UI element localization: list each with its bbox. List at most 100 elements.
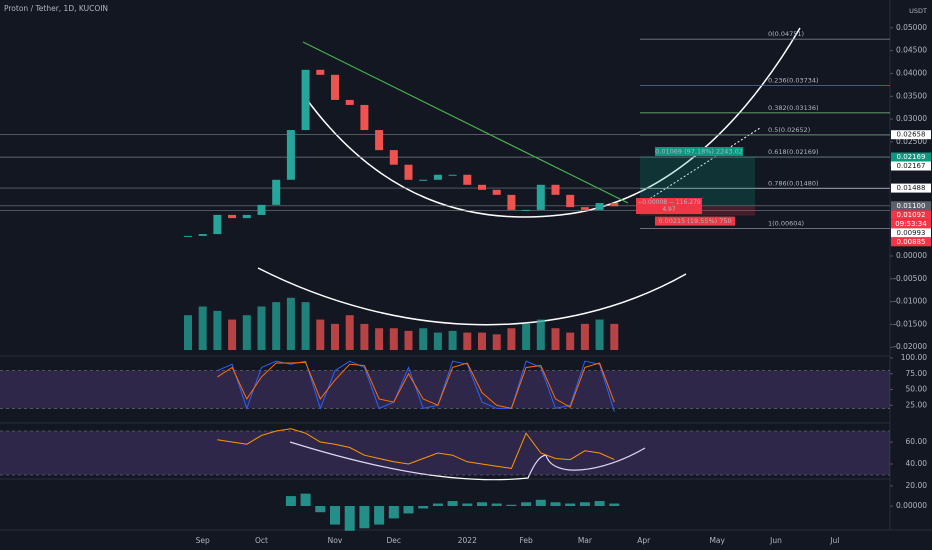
profit-zone (640, 157, 755, 206)
price-label: 0.02169 (897, 153, 926, 161)
price-label-box (891, 237, 931, 247)
price-label-box (891, 210, 931, 220)
volume-bar (551, 328, 560, 350)
histogram-bar (300, 493, 311, 506)
fib-label: 0.5(0.02652) (768, 126, 810, 134)
volume-bar (345, 315, 354, 350)
volume-bar (478, 332, 486, 350)
volume-bar (507, 328, 516, 350)
fib-label: 0.382(0.03136) (768, 104, 819, 112)
rsi-curve (289, 441, 646, 481)
histogram-bar (594, 501, 605, 506)
y-tick-label: 50.00 (906, 385, 928, 394)
histogram-bar (330, 506, 340, 525)
y-tick-label: 0.03000 (896, 114, 927, 123)
candle (478, 184, 486, 190)
stop-label-box (655, 216, 735, 226)
volume-bar (522, 323, 531, 350)
candle (345, 99, 354, 105)
chart-title: Proton / Tether, 1D, KUCOIN (4, 4, 108, 13)
candle (198, 234, 207, 236)
candle (522, 209, 531, 211)
candle (301, 69, 310, 131)
y-tick-label: -0.01000 (893, 297, 927, 306)
volume-bar (331, 323, 339, 350)
fib-label: 0.236(0.03734) (768, 77, 819, 85)
candle (419, 179, 428, 181)
y-tick-label: 0.00000 (896, 501, 927, 510)
histogram-bar (521, 502, 532, 506)
volume-bar (610, 323, 619, 350)
x-tick-label: Jun (769, 536, 782, 545)
candle (375, 130, 384, 151)
volume-bar (184, 315, 192, 350)
histogram-bar (403, 506, 414, 514)
volume-bar (566, 332, 575, 350)
price-label: 0.01092 (897, 211, 926, 219)
y-tick-label: 20.00 (906, 481, 928, 490)
price-label-box (891, 161, 931, 171)
volume-bar (316, 319, 325, 350)
axis-unit: USDT (909, 7, 927, 15)
price-label: 0.01488 (897, 184, 926, 192)
volume-bar (228, 319, 237, 350)
candle (580, 207, 589, 210)
volume-bar (272, 302, 281, 350)
y-tick-label: -0.01500 (893, 319, 927, 328)
x-tick-label: Mar (578, 536, 593, 545)
y-tick-label: 0.05000 (896, 23, 927, 32)
volume-bar (492, 334, 501, 350)
candle (242, 214, 251, 219)
histogram-bar (535, 499, 546, 506)
x-tick-label: May (709, 536, 725, 545)
histogram-bar (491, 503, 502, 506)
volume-bar (433, 332, 442, 350)
histogram-bar (550, 502, 561, 506)
y-tick-label: 40.00 (906, 459, 928, 468)
volume-bar (404, 330, 413, 350)
candle (228, 214, 237, 219)
y-tick-label: -0.00500 (893, 274, 927, 283)
candle (507, 194, 516, 210)
volume-bar (286, 297, 295, 350)
x-tick-label: 2022 (458, 536, 477, 545)
histogram-bar (359, 506, 370, 529)
fib-label: 0.618(0.02169) (768, 148, 819, 156)
candle (286, 130, 295, 180)
candle (316, 69, 325, 75)
candle (463, 174, 472, 185)
candle (595, 203, 604, 210)
histogram-bar (506, 504, 517, 506)
histogram-bar (315, 506, 326, 513)
volume-bar (242, 315, 251, 350)
price-label-box (891, 219, 931, 229)
y-tick-label: 0.02500 (896, 137, 927, 146)
candle (492, 189, 501, 195)
price-label-box (891, 228, 931, 238)
histogram-bar (462, 503, 473, 506)
band (0, 370, 890, 409)
y-tick-label: 0.04500 (896, 46, 927, 55)
measure-label: −0.00008 − 116.279 (637, 199, 701, 206)
candle (536, 184, 545, 210)
measure-box (636, 198, 702, 214)
target-label: 0.01069 (97.18%) 2243.02 (655, 148, 743, 156)
measure-label: 4.97 (662, 206, 676, 213)
fib-label: 0.786(0.01480) (768, 179, 819, 187)
chart-layer: Sep Oct Nov Dec 2022 Feb Mar Apr May Jun Jul 0.0500… (0, 23, 931, 545)
price-label: 0.00885 (897, 238, 926, 246)
y-tick-label: 75.00 (906, 369, 928, 378)
histogram-bar (432, 503, 443, 506)
candle (566, 194, 575, 208)
x-tick-label: Sep (196, 536, 210, 545)
x-tick-label: Dec (387, 536, 402, 545)
candle (213, 214, 222, 235)
candle (433, 174, 442, 180)
y-tick-label: 60.00 (906, 437, 928, 446)
y-tick-label: 0.03500 (896, 91, 927, 100)
y-tick-label: 0.04000 (896, 68, 927, 77)
y-tick-label: 0.00000 (896, 251, 927, 260)
y-tick-label: -0.02000 (893, 342, 927, 351)
histogram-bar (477, 502, 487, 506)
candle (448, 174, 457, 176)
